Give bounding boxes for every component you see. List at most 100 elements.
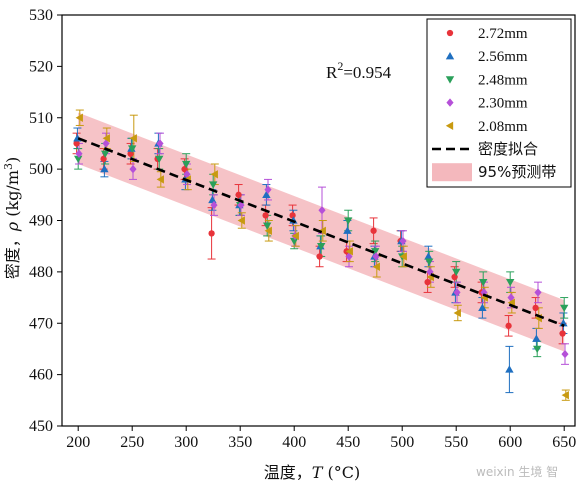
data-point-triangle-down: [425, 258, 434, 266]
data-point-triangle-down: [479, 279, 488, 287]
data-point-diamond: [372, 252, 380, 261]
fit-line: [77, 137, 565, 328]
r-squared-annotation: R2=0.954: [326, 59, 392, 82]
x-tick-label: 300: [174, 434, 198, 451]
tick-labels: 200 250 300 350 400 450 500 550 600 650 450 460 470 4…: [29, 7, 576, 451]
y-tick-label: 450: [29, 418, 53, 435]
data-point-triangle-left: [345, 247, 353, 256]
data-point-triangle-down: [506, 279, 515, 287]
data-point-diamond: [507, 293, 515, 302]
legend-marker-circle: [446, 29, 454, 37]
y-tick-label: 490: [29, 213, 53, 230]
data-point-circle: [208, 230, 215, 237]
data-point-triangle-down: [101, 150, 110, 158]
data-point-triangle-down: [533, 345, 542, 354]
data-point-diamond: [102, 139, 110, 148]
data-point-circle: [262, 212, 269, 219]
data-point-triangle-left: [210, 170, 218, 179]
data-point-triangle-left: [453, 308, 461, 318]
y-tick-label: 470: [29, 315, 53, 332]
data-point-triangle-down: [452, 268, 461, 277]
fit-line-layer: [77, 137, 565, 328]
data-point-triangle-down: [371, 248, 380, 256]
watermark: weixin 生境 智: [476, 464, 558, 479]
data-point-triangle-up: [478, 303, 487, 311]
data-point-circle: [73, 140, 80, 147]
y-tick-label: 530: [29, 7, 53, 24]
legend-band-swatch: [432, 163, 472, 182]
data-point-triangle-up: [262, 190, 271, 198]
data-point-diamond: [399, 236, 407, 246]
data-point-circle: [289, 212, 296, 219]
data-point-triangle-down: [182, 160, 191, 169]
data-point-circle: [532, 304, 539, 311]
data-point-diamond: [534, 288, 542, 297]
data-point-triangle-up: [343, 226, 352, 234]
data-point-triangle-left: [129, 134, 137, 143]
legend-marker-triangle-down: [445, 76, 455, 84]
data-point-triangle-left: [156, 175, 164, 184]
legend-marker-triangle-left: [445, 121, 454, 130]
data-point-triangle-up: [559, 319, 568, 327]
data-point-diamond: [345, 252, 353, 261]
data-point-triangle-left: [372, 262, 380, 271]
legend-marker-triangle-up: [445, 52, 455, 60]
data-point-triangle-down: [344, 217, 353, 225]
data-point-triangle-up: [100, 164, 109, 173]
x-tick-label: 450: [336, 434, 360, 451]
data-point-diamond: [561, 349, 569, 359]
legend-label: 2.48mm: [478, 72, 528, 88]
data-point-triangle-left: [399, 252, 407, 261]
y-axis-title: 密度，ρ (kg/m3): [2, 157, 22, 280]
data-point-diamond: [210, 200, 218, 210]
data-point-triangle-down: [128, 145, 137, 153]
data-point-triangle-down: [290, 237, 299, 246]
data-point-triangle-left: [75, 113, 83, 122]
y-tick-label: 510: [29, 110, 53, 127]
x-tick-label: 400: [282, 434, 306, 451]
data-markers: [73, 113, 569, 400]
data-point-circle: [370, 227, 377, 234]
x-tick-label: 350: [228, 434, 252, 451]
data-point-triangle-down: [74, 155, 83, 164]
data-point-triangle-up: [424, 252, 433, 260]
data-point-circle: [505, 322, 512, 329]
legend-label: 2.08mm: [478, 119, 528, 135]
legend-label: 2.72mm: [478, 26, 528, 42]
data-point-triangle-left: [264, 226, 272, 235]
legend-label: 密度拟合: [478, 140, 538, 158]
data-point-diamond: [156, 139, 164, 148]
data-point-triangle-down: [209, 181, 218, 189]
data-point-triangle-down: [317, 243, 326, 251]
x-tick-label: 550: [444, 434, 468, 451]
legend-label: 95%预测带: [478, 163, 556, 181]
data-point-diamond: [264, 185, 272, 194]
y-tick-label: 460: [29, 367, 53, 384]
x-tick-label: 200: [66, 434, 90, 451]
data-point-triangle-down: [263, 222, 272, 230]
data-point-diamond: [318, 206, 326, 215]
data-point-triangle-up: [208, 195, 217, 204]
y-tick-label: 500: [29, 161, 53, 178]
data-point-diamond: [183, 170, 191, 179]
x-tick-label: 600: [498, 434, 522, 451]
data-point-circle: [316, 253, 323, 260]
data-point-triangle-up: [532, 334, 541, 342]
x-tick-label: 650: [552, 434, 576, 451]
data-point-diamond: [453, 288, 461, 297]
legend-label: 2.56mm: [478, 49, 528, 65]
data-point-circle: [559, 330, 566, 337]
data-point-triangle-left: [318, 226, 326, 235]
x-tick-label: 500: [390, 434, 414, 451]
y-tick-label: 480: [29, 264, 53, 281]
data-point-triangle-left: [561, 390, 569, 400]
data-point-triangle-left: [291, 231, 299, 241]
y-tick-label: 520: [29, 58, 53, 75]
data-point-triangle-up: [505, 365, 514, 373]
data-point-circle: [424, 279, 431, 286]
data-point-triangle-down: [560, 304, 569, 313]
data-point-diamond: [129, 164, 137, 174]
data-point-diamond: [75, 149, 83, 158]
data-point-circle: [235, 191, 242, 198]
